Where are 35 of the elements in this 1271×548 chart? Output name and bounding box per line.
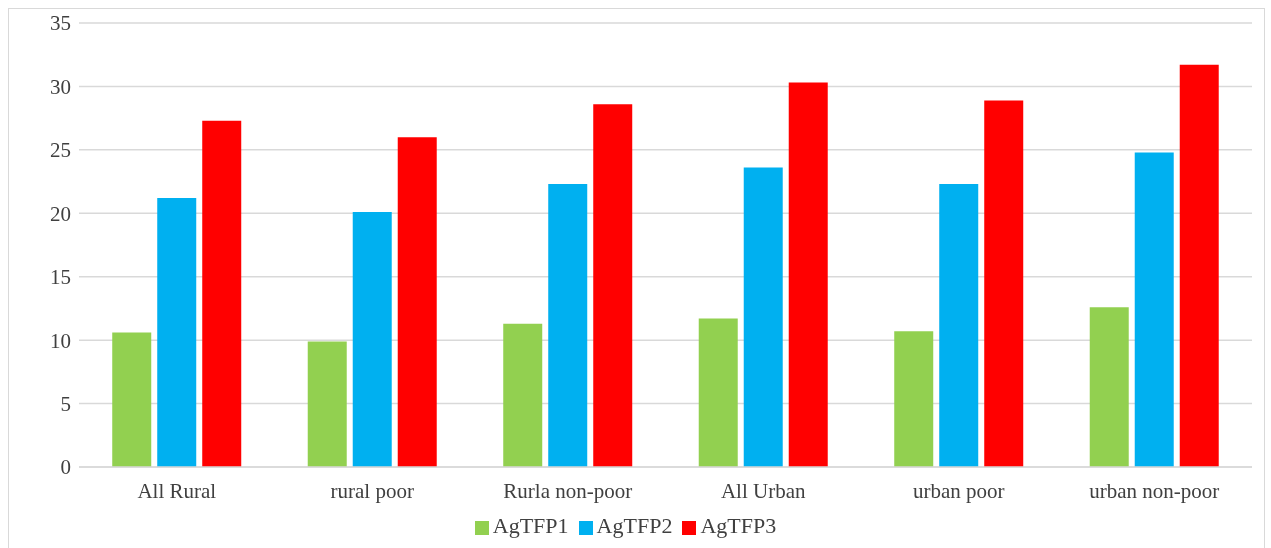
legend-label: AgTFP3 [700, 513, 777, 538]
bar [939, 184, 979, 467]
bar [307, 341, 347, 467]
bar [503, 323, 543, 467]
x-tick-label: urban non-poor [1089, 478, 1220, 503]
bar [984, 100, 1024, 467]
x-tick-label: All Urban [720, 478, 807, 503]
x-tick-label: Rurla non-poor [503, 478, 633, 503]
bar [743, 167, 783, 467]
bar [698, 318, 738, 467]
bar [1089, 307, 1129, 467]
y-tick-label: 15 [50, 265, 71, 290]
bar [157, 198, 197, 467]
bar [1179, 64, 1219, 467]
y-tick-label: 25 [50, 138, 71, 163]
bar [202, 120, 242, 467]
bar [548, 184, 588, 467]
y-tick-label: 10 [50, 328, 71, 353]
x-tick-label: All Rural [137, 478, 217, 503]
bar [112, 332, 152, 467]
y-tick-label: 30 [50, 74, 71, 99]
bar [352, 212, 392, 467]
x-tick-label: rural poor [330, 478, 414, 503]
x-tick-label: urban poor [912, 478, 1005, 503]
bar [788, 82, 828, 467]
y-tick-label: 5 [60, 392, 71, 417]
bar [1134, 152, 1174, 467]
y-tick-label: 0 [60, 455, 71, 480]
bar [894, 331, 934, 467]
legend-label: AgTFP2 [596, 513, 673, 538]
bar [593, 104, 633, 467]
y-tick-label: 35 [50, 11, 71, 36]
legend-label: AgTFP1 [492, 513, 569, 538]
bar [397, 137, 437, 467]
y-tick-label: 20 [50, 201, 71, 226]
